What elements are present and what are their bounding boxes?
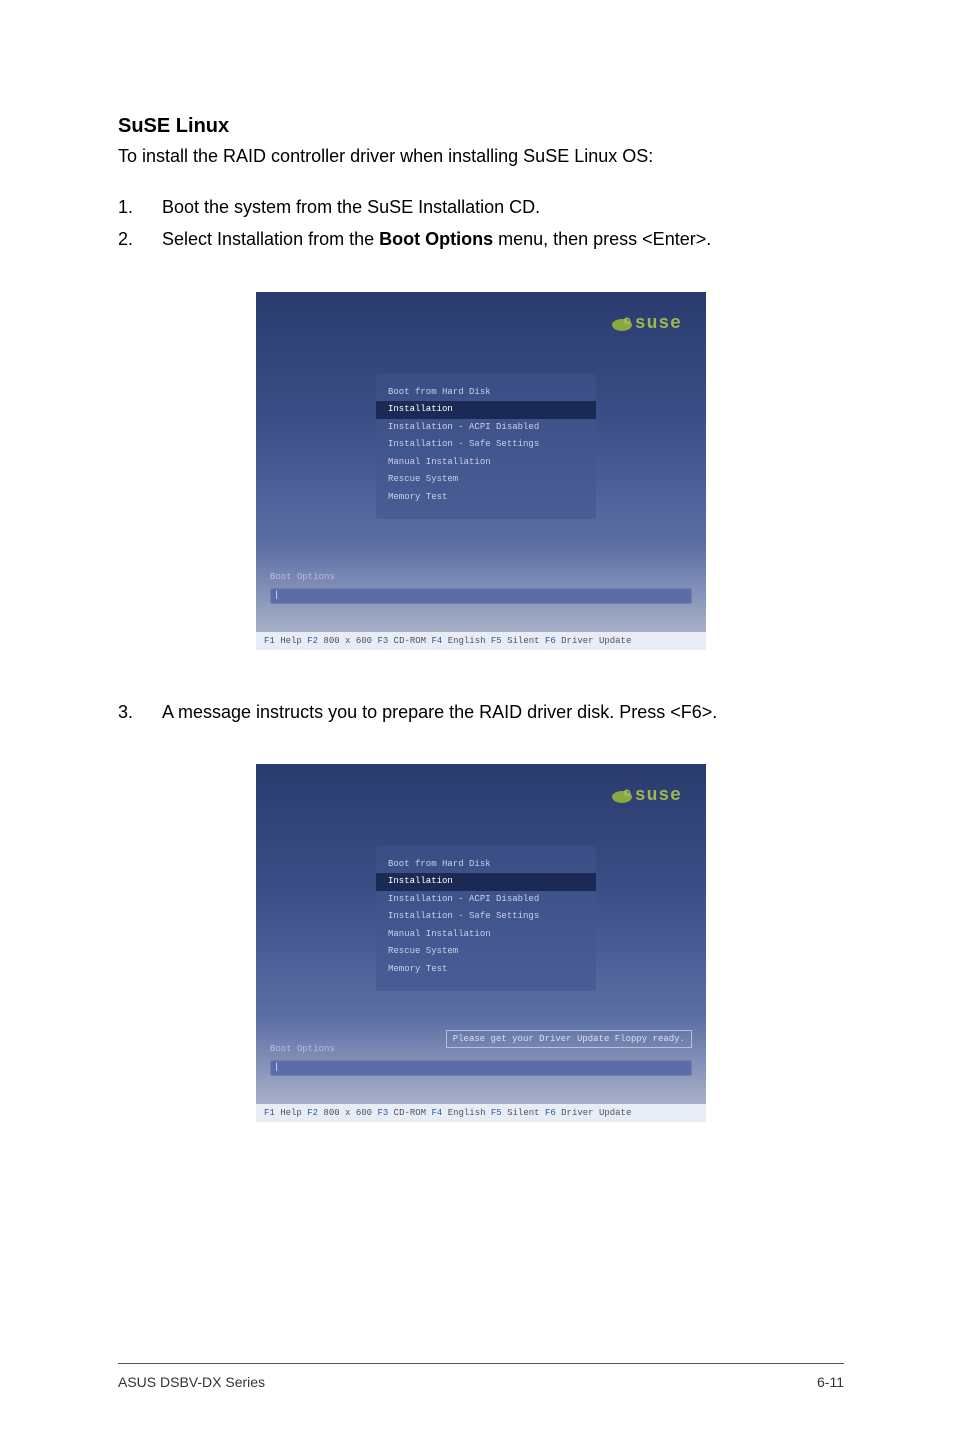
step-number: 1. — [118, 195, 162, 219]
f3-key[interactable]: F3 — [377, 1108, 388, 1118]
suse-logo: suse — [611, 786, 682, 806]
section-title: SuSE Linux — [118, 115, 844, 138]
menu-item-harddisk[interactable]: Boot from Hard Disk — [376, 384, 596, 402]
boot-options-input[interactable]: | — [270, 588, 692, 604]
suse-logo-text: suse — [635, 786, 682, 806]
f5-key[interactable]: F5 — [491, 636, 502, 646]
step-text-after: menu, then press <Enter>. — [493, 229, 711, 249]
boot-options-label: Boot Options — [270, 572, 335, 582]
menu-item-memtest[interactable]: Memory Test — [376, 489, 596, 507]
boot-options-label: Boot Options — [270, 1044, 335, 1054]
f4-label: English — [442, 636, 491, 646]
boot-menu-panel: Boot from Hard Disk Installation Install… — [376, 846, 596, 991]
menu-item-manual[interactable]: Manual Installation — [376, 454, 596, 472]
driver-update-message: Please get your Driver Update Floppy rea… — [446, 1030, 692, 1048]
step-text-bold: Boot Options — [379, 229, 493, 249]
f1-key[interactable]: F1 — [264, 636, 275, 646]
f5-key[interactable]: F5 — [491, 1108, 502, 1118]
f6-label: Driver Update — [556, 636, 632, 646]
footer-right: 6-11 — [817, 1374, 844, 1390]
f6-label: Driver Update — [556, 1108, 632, 1118]
menu-item-safe[interactable]: Installation - Safe Settings — [376, 436, 596, 454]
f6-key[interactable]: F6 — [545, 636, 556, 646]
f4-key[interactable]: F4 — [431, 636, 442, 646]
page-footer: ASUS DSBV-DX Series 6-11 — [118, 1363, 844, 1390]
step-number: 3. — [118, 700, 162, 724]
f2-label: 800 x 600 — [318, 1108, 377, 1118]
menu-item-acpi[interactable]: Installation - ACPI Disabled — [376, 891, 596, 909]
suse-logo: suse — [611, 314, 682, 334]
menu-item-manual[interactable]: Manual Installation — [376, 926, 596, 944]
f5-label: Silent — [502, 1108, 545, 1118]
step-3: 3. A message instructs you to prepare th… — [118, 700, 844, 724]
f2-key[interactable]: F2 — [307, 636, 318, 646]
f5-label: Silent — [502, 636, 545, 646]
step-text: Boot the system from the SuSE Installati… — [162, 195, 844, 219]
step-2: 2. Select Installation from the Boot Opt… — [118, 227, 844, 251]
menu-item-installation[interactable]: Installation — [376, 873, 596, 891]
boot-screen-1: suse Boot from Hard Disk Installation In… — [256, 292, 706, 632]
f2-key[interactable]: F2 — [307, 1108, 318, 1118]
menu-item-acpi[interactable]: Installation - ACPI Disabled — [376, 419, 596, 437]
step-text: Select Installation from the Boot Option… — [162, 227, 844, 251]
step-text: A message instructs you to prepare the R… — [162, 700, 844, 724]
step-1: 1. Boot the system from the SuSE Install… — [118, 195, 844, 219]
boot-options-input[interactable]: | — [270, 1060, 692, 1076]
menu-item-safe[interactable]: Installation - Safe Settings — [376, 908, 596, 926]
fkey-bar-2: F1 Help F2 800 x 600 F3 CD-ROM F4 Englis… — [256, 1104, 706, 1122]
menu-item-rescue[interactable]: Rescue System — [376, 471, 596, 489]
fkey-bar-1: F1 Help F2 800 x 600 F3 CD-ROM F4 Englis… — [256, 632, 706, 650]
f1-label: Help — [275, 1108, 307, 1118]
boot-menu-panel: Boot from Hard Disk Installation Install… — [376, 374, 596, 519]
menu-item-harddisk[interactable]: Boot from Hard Disk — [376, 856, 596, 874]
f6-key[interactable]: F6 — [545, 1108, 556, 1118]
f1-label: Help — [275, 636, 307, 646]
step-number: 2. — [118, 227, 162, 251]
f2-label: 800 x 600 — [318, 636, 377, 646]
boot-screen-2: suse Boot from Hard Disk Installation In… — [256, 764, 706, 1104]
f4-label: English — [442, 1108, 491, 1118]
menu-item-rescue[interactable]: Rescue System — [376, 943, 596, 961]
f3-label: CD-ROM — [388, 1108, 431, 1118]
footer-left: ASUS DSBV-DX Series — [118, 1374, 265, 1390]
menu-item-installation[interactable]: Installation — [376, 401, 596, 419]
chameleon-icon — [611, 316, 633, 332]
menu-item-memtest[interactable]: Memory Test — [376, 961, 596, 979]
intro-text: To install the RAID controller driver wh… — [118, 146, 844, 167]
screenshot-2-container: suse Boot from Hard Disk Installation In… — [118, 764, 844, 1122]
f3-key[interactable]: F3 — [377, 636, 388, 646]
screenshot-1-container: suse Boot from Hard Disk Installation In… — [118, 292, 844, 650]
f1-key[interactable]: F1 — [264, 1108, 275, 1118]
f4-key[interactable]: F4 — [431, 1108, 442, 1118]
suse-logo-text: suse — [635, 314, 682, 334]
f3-label: CD-ROM — [388, 636, 431, 646]
step-text-before: Select Installation from the — [162, 229, 379, 249]
chameleon-icon — [611, 788, 633, 804]
